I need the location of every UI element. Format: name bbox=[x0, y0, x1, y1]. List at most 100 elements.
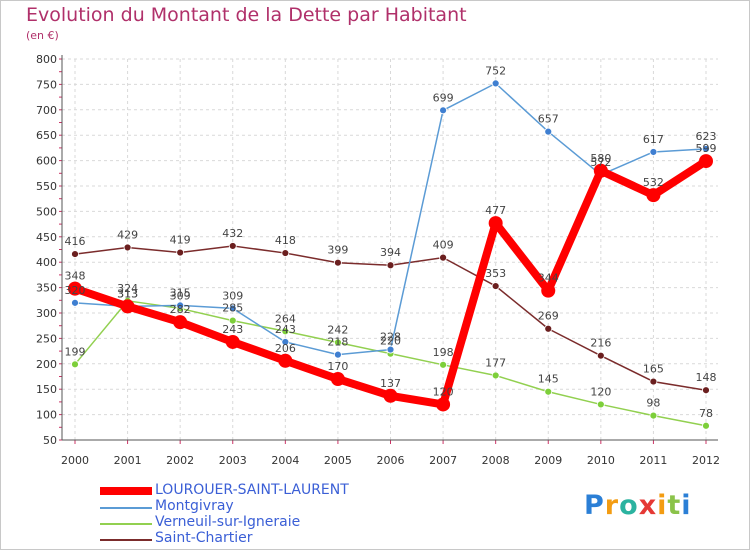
logo-letter: P bbox=[584, 490, 605, 521]
data-label: 242 bbox=[327, 323, 348, 336]
data-label: 348 bbox=[65, 270, 86, 283]
data-point bbox=[330, 372, 345, 387]
y-tick-label: 150 bbox=[36, 383, 57, 396]
data-label: 220 bbox=[380, 335, 401, 348]
series-lines bbox=[68, 79, 713, 430]
data-label: 418 bbox=[275, 234, 296, 247]
data-point bbox=[386, 345, 395, 354]
data-label: 269 bbox=[538, 310, 559, 323]
data-label: 309 bbox=[222, 289, 243, 302]
x-tick-label: 2006 bbox=[377, 454, 405, 467]
x-tick-label: 2004 bbox=[271, 454, 299, 467]
data-point bbox=[278, 353, 293, 368]
y-tick-label: 100 bbox=[36, 409, 57, 422]
data-point bbox=[173, 315, 188, 330]
data-label: 199 bbox=[65, 345, 86, 358]
data-point bbox=[228, 242, 237, 250]
data-label: 264 bbox=[275, 312, 296, 325]
x-tick-label: 2005 bbox=[324, 454, 352, 467]
data-label: 282 bbox=[170, 303, 191, 316]
data-label: 344 bbox=[538, 272, 559, 285]
data-label: 78 bbox=[699, 407, 713, 420]
data-point bbox=[649, 148, 658, 156]
logo-letter: i bbox=[681, 490, 692, 521]
data-label: 477 bbox=[485, 204, 506, 217]
proxiti-logo: Proxiti bbox=[584, 490, 692, 521]
data-point bbox=[544, 387, 553, 396]
y-tick-label: 550 bbox=[36, 180, 57, 193]
data-point bbox=[281, 249, 290, 257]
y-tick-label: 750 bbox=[36, 78, 57, 91]
y-tick-label: 50 bbox=[43, 434, 57, 447]
data-label: 315 bbox=[170, 286, 191, 299]
legend-label: Montgivray bbox=[155, 498, 234, 514]
data-point bbox=[699, 154, 713, 169]
y-tick-label: 650 bbox=[36, 129, 57, 142]
logo-letter: t bbox=[667, 490, 682, 521]
data-label: 218 bbox=[327, 336, 348, 349]
data-point bbox=[334, 338, 342, 347]
data-label: 216 bbox=[590, 337, 611, 350]
data-point bbox=[123, 243, 132, 252]
data-point bbox=[71, 250, 79, 258]
x-tick-label: 2011 bbox=[639, 454, 667, 467]
y-tick-label: 500 bbox=[36, 205, 57, 218]
legend: LOUROUER-SAINT-LAURENT Montgivray Verneu… bbox=[100, 482, 400, 548]
data-label: 752 bbox=[485, 64, 506, 77]
data-label: 120 bbox=[590, 385, 611, 398]
data-label: 145 bbox=[538, 373, 559, 386]
chart-title: Evolution du Montant de la Dette par Hab… bbox=[26, 4, 467, 26]
legend-swatch bbox=[100, 507, 152, 509]
legend-item-montgivray: Montgivray bbox=[100, 498, 400, 516]
data-label: 416 bbox=[65, 235, 86, 248]
grid bbox=[62, 58, 718, 440]
legend-item-saint-chartier: Saint-Chartier bbox=[100, 530, 400, 548]
y-tick-label: 700 bbox=[36, 104, 57, 117]
data-label: 353 bbox=[485, 267, 506, 280]
data-label: 98 bbox=[646, 397, 660, 410]
legend-label: LOUROUER-SAINT-LAURENT bbox=[155, 482, 349, 498]
x-tick-label: 2009 bbox=[534, 454, 562, 467]
data-point bbox=[386, 261, 395, 270]
data-label: 599 bbox=[696, 142, 717, 155]
data-point bbox=[228, 316, 237, 325]
data-point bbox=[228, 304, 237, 313]
data-point bbox=[334, 258, 342, 267]
legend-item-verneuil: Verneuil-sur-Igneraie bbox=[100, 514, 400, 532]
y-tick-label: 350 bbox=[36, 282, 57, 295]
logo-letter: r bbox=[604, 490, 620, 521]
data-label: 432 bbox=[222, 227, 243, 240]
data-point bbox=[488, 216, 503, 231]
x-tick-label: 2007 bbox=[429, 454, 457, 467]
data-point bbox=[702, 421, 710, 430]
data-point bbox=[120, 299, 135, 314]
data-point bbox=[436, 397, 451, 412]
data-label: 198 bbox=[433, 346, 454, 359]
data-label: 228 bbox=[380, 331, 401, 344]
y-tick-label: 250 bbox=[36, 332, 57, 345]
y-tick-label: 400 bbox=[36, 256, 57, 269]
data-label: 309 bbox=[170, 289, 191, 302]
data-point bbox=[439, 360, 447, 369]
data-point bbox=[596, 400, 605, 409]
data-label: 148 bbox=[696, 371, 717, 384]
data-label: 532 bbox=[643, 176, 664, 189]
legend-label: Saint-Chartier bbox=[155, 530, 253, 546]
logo-letter: i bbox=[657, 490, 668, 521]
data-point bbox=[491, 79, 500, 88]
y-tick-label: 800 bbox=[36, 53, 57, 66]
x-tick-label: 2003 bbox=[219, 454, 247, 467]
data-label: 623 bbox=[696, 130, 717, 143]
x-tick-label: 2001 bbox=[114, 454, 142, 467]
data-point bbox=[176, 248, 185, 257]
data-label: 409 bbox=[433, 239, 454, 252]
data-label: 699 bbox=[433, 91, 454, 104]
data-label: 572 bbox=[590, 156, 611, 169]
data-label: 429 bbox=[117, 228, 138, 241]
data-label: 313 bbox=[117, 287, 138, 300]
data-label: 206 bbox=[275, 342, 296, 355]
legend-label: Verneuil-sur-Igneraie bbox=[155, 514, 301, 530]
data-label: 617 bbox=[643, 133, 664, 146]
